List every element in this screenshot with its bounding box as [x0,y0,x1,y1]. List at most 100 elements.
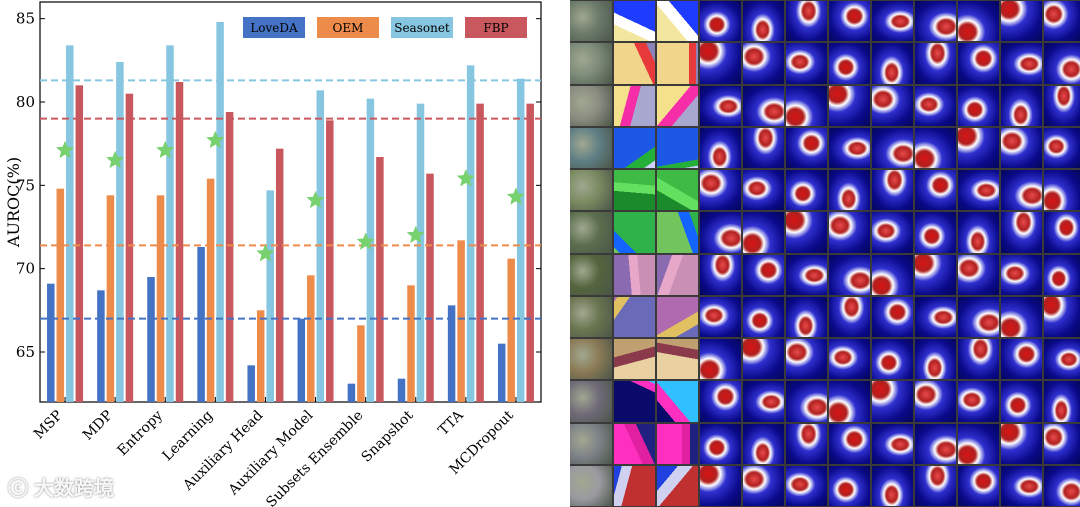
mosaic-tile [915,212,956,253]
mosaic-tile [657,85,698,126]
mosaic-tile [700,381,741,422]
mosaic-tile [1001,423,1042,464]
x-tick-label: Snapshot [358,407,416,465]
mosaic-tile [657,170,698,211]
bar-loveda [347,383,356,402]
mosaic-tile [872,43,913,84]
mosaic-tile [614,85,655,126]
bar-oem [507,258,515,402]
mean-star-marker [356,232,375,250]
bar-seasonet [366,98,375,403]
x-tick-label: Auxiliary Model [225,407,317,499]
mean-star-marker [506,187,526,205]
mosaic-tile [915,170,956,211]
y-tick-label: 70 [16,260,35,278]
legend-label-seasonet: Seasonet [394,21,450,35]
mosaic-tile [958,254,999,295]
mosaic-tile [829,85,870,126]
mosaic-tile [786,170,827,211]
x-tick-label: MSP [31,408,66,443]
mosaic-tile [570,465,612,507]
mosaic-tile [872,465,913,507]
mosaic-tile [700,423,741,464]
mosaic-tile [570,43,612,84]
mosaic-tile [829,1,870,42]
mosaic-tile [1044,423,1080,464]
mosaic-tile [570,127,612,169]
bar-oem [256,310,265,402]
mosaic-tile [872,85,913,126]
bar-oem [457,240,465,402]
mosaic-tile [1001,43,1042,84]
mosaic-tile [786,127,827,169]
mosaic-tile [1044,43,1080,84]
legend-label-loveda: LoveDA [250,21,298,35]
mosaic-tile [829,254,870,295]
mosaic-tile [743,127,784,169]
mosaic-tile [786,212,827,253]
mosaic-tile [958,465,999,507]
mean-star-marker [55,140,75,159]
mosaic-tile [829,423,870,464]
bar-fbp [275,148,284,402]
x-tick-label: TTA [435,407,467,439]
mosaic-tile [614,1,655,42]
mosaic-tile [743,296,784,338]
mosaic-tile [915,85,956,126]
mosaic-tile [614,465,655,507]
mosaic-tile [915,423,956,464]
mosaic-tile [657,43,698,84]
mean-star-marker [456,169,476,187]
mosaic-tile [872,339,913,380]
bar-oem [206,178,215,402]
plot-frame [39,1,542,403]
mosaic-tile [958,423,999,464]
bar-seasonet [516,78,525,403]
mosaic-tile [958,339,999,380]
mean-star-marker [156,140,175,159]
mosaic-tile [829,339,870,380]
watermark: ⓒ 大数跨境 [8,472,114,501]
mosaic-tile [1001,212,1042,253]
bar-seasonet [216,22,224,402]
bar-loveda [397,378,406,402]
mosaic-tile [1044,85,1080,126]
mosaic-tile [915,296,956,338]
bar-loveda [447,305,456,402]
mosaic-tile [743,254,784,295]
mosaic-tile [700,85,741,126]
mean-star-marker [256,244,275,262]
mean-star-marker [306,190,325,209]
mosaic-tile [786,1,827,42]
mosaic-tile [614,296,655,338]
mosaic-tile [786,381,827,422]
bar-seasonet [116,62,124,402]
bar-loveda [147,277,155,402]
bar-seasonet [416,103,425,403]
mosaic-tile [700,170,741,211]
mosaic-tile [1044,127,1080,169]
mosaic-tile [1001,1,1042,42]
mosaic-tile [657,381,698,422]
mosaic-tile [786,85,827,126]
bar-loveda [97,290,105,402]
mosaic-tile [915,465,956,507]
mosaic-tile [570,339,612,380]
y-axis-label: AUROC(%) [4,157,23,248]
mosaic-tile [743,381,784,422]
mosaic-tile [1001,339,1042,380]
mosaic-tile [614,43,655,84]
legend-label-fbp: FBP [483,21,508,35]
mosaic-tile [657,254,698,295]
mosaic-tile [570,212,612,253]
mosaic-tile [872,212,913,253]
mosaic-tile [570,254,612,295]
mosaic-tile [915,1,956,42]
mosaic-tile [570,170,612,211]
mosaic-tile [1001,296,1042,338]
mosaic-tile [614,423,655,464]
bar-oem [307,275,315,402]
mosaic-tile [743,1,784,42]
mosaic-tile [915,254,956,295]
mosaic-tile [872,423,913,464]
